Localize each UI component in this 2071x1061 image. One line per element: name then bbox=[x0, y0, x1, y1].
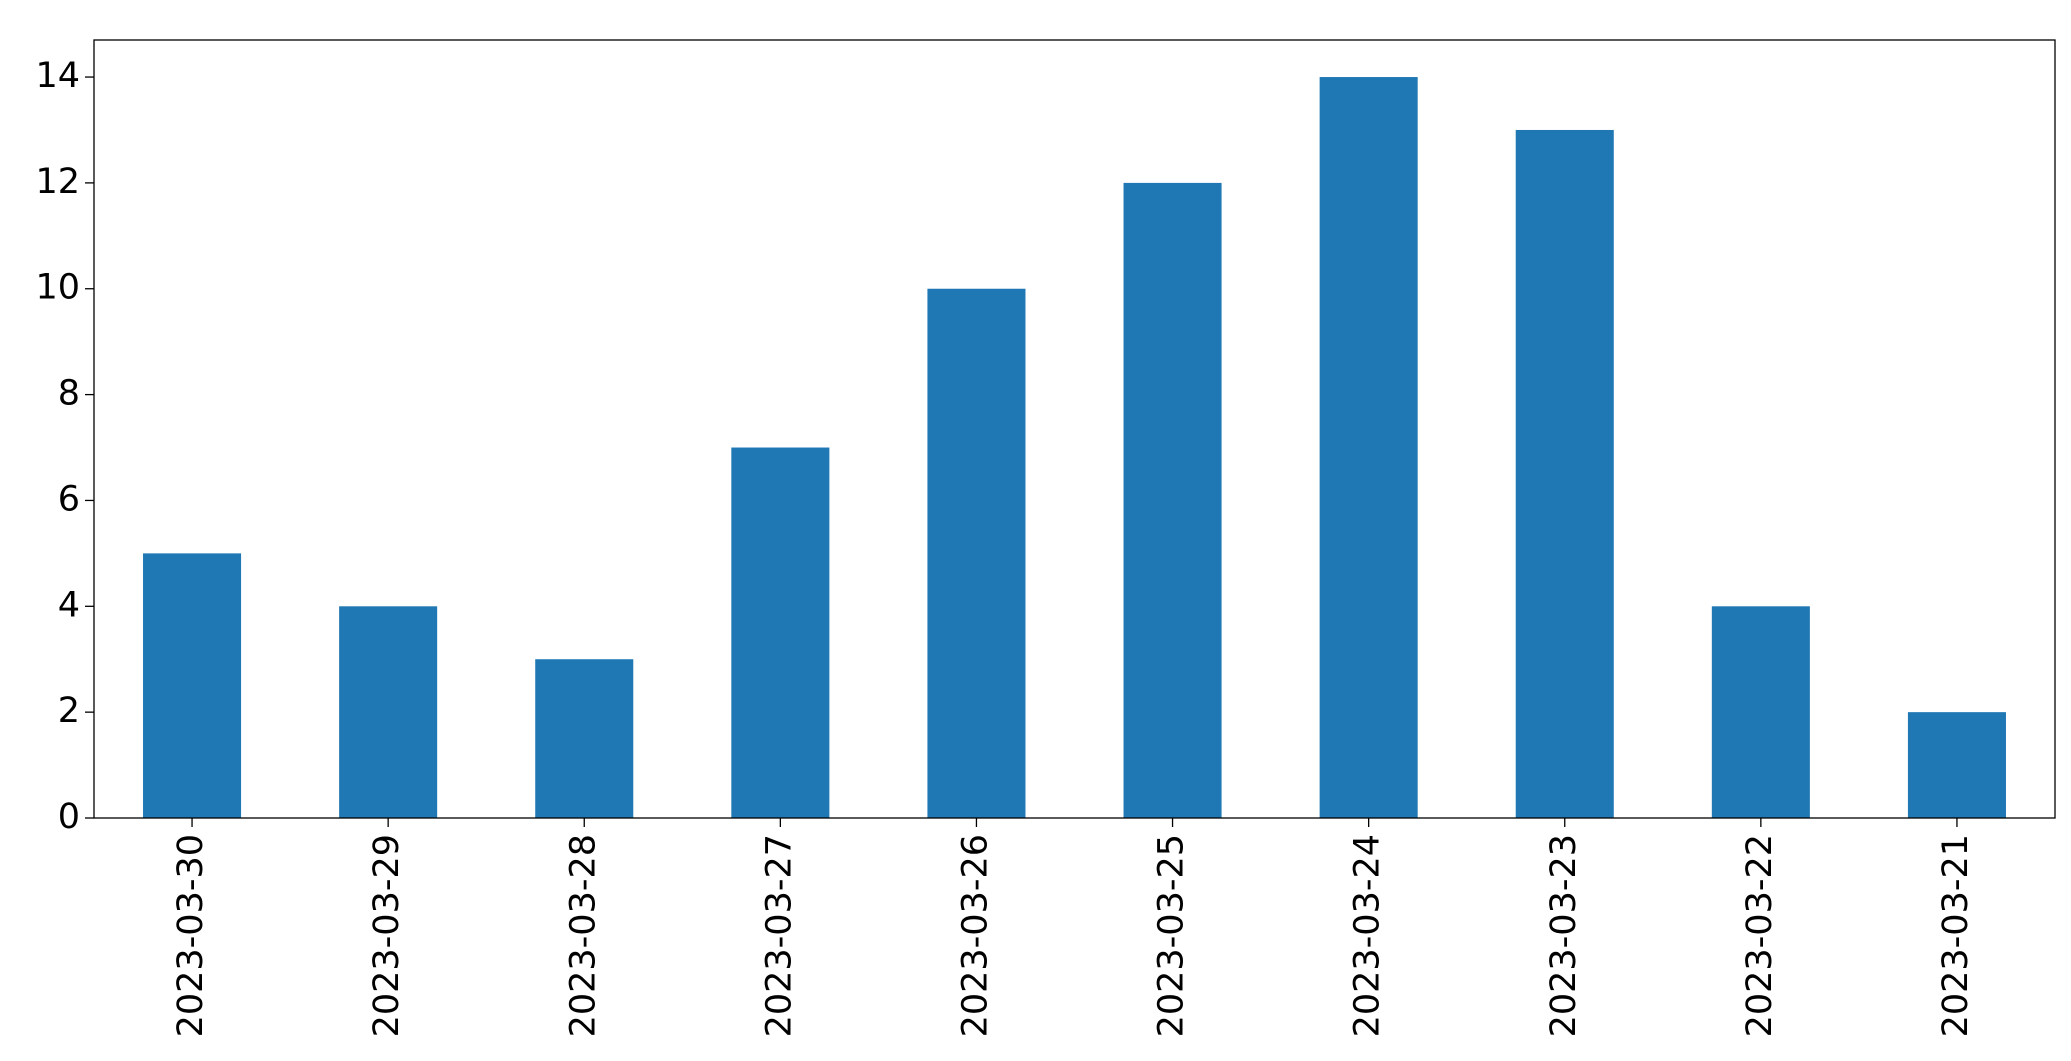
bar bbox=[927, 288, 1026, 818]
bar bbox=[1515, 129, 1614, 819]
y-tick-label: 0 bbox=[58, 797, 80, 837]
x-tick-label: 2023-03-24 bbox=[1348, 834, 1388, 1037]
x-tick-label: 2023-03-27 bbox=[759, 834, 799, 1037]
y-tick-label: 12 bbox=[35, 162, 80, 202]
axes-frame bbox=[93, 39, 2056, 819]
bar bbox=[143, 553, 242, 818]
x-tick-label: 2023-03-25 bbox=[1152, 834, 1192, 1037]
bar bbox=[731, 447, 830, 818]
plot bbox=[143, 77, 2006, 819]
x-tick-label: 2023-03-21 bbox=[1936, 834, 1976, 1037]
bar bbox=[339, 606, 438, 818]
x-tick-label: 2023-03-26 bbox=[955, 834, 995, 1037]
bar bbox=[1319, 77, 1418, 819]
x-tick-label: 2023-03-23 bbox=[1544, 834, 1584, 1037]
y-tick-label: 4 bbox=[58, 585, 80, 625]
y-tick-label: 10 bbox=[35, 268, 80, 308]
y-tick-label: 14 bbox=[35, 56, 80, 96]
x-tick-label: 2023-03-28 bbox=[563, 834, 603, 1037]
bar bbox=[1907, 712, 2006, 818]
bar bbox=[1123, 182, 1222, 819]
x-tick-label: 2023-03-29 bbox=[367, 834, 407, 1037]
y-tick-label: 2 bbox=[58, 691, 80, 731]
x-tick-label: 2023-03-30 bbox=[171, 834, 211, 1037]
bar bbox=[1711, 606, 1810, 818]
bar bbox=[535, 659, 634, 818]
y-tick-label: 6 bbox=[58, 479, 80, 519]
y-tick-label: 8 bbox=[58, 374, 80, 414]
x-tick-label: 2023-03-22 bbox=[1740, 834, 1780, 1037]
